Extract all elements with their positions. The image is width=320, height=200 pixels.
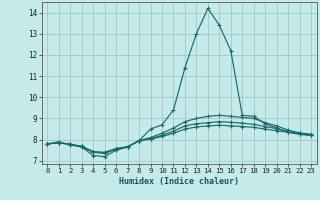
X-axis label: Humidex (Indice chaleur): Humidex (Indice chaleur) [119,177,239,186]
